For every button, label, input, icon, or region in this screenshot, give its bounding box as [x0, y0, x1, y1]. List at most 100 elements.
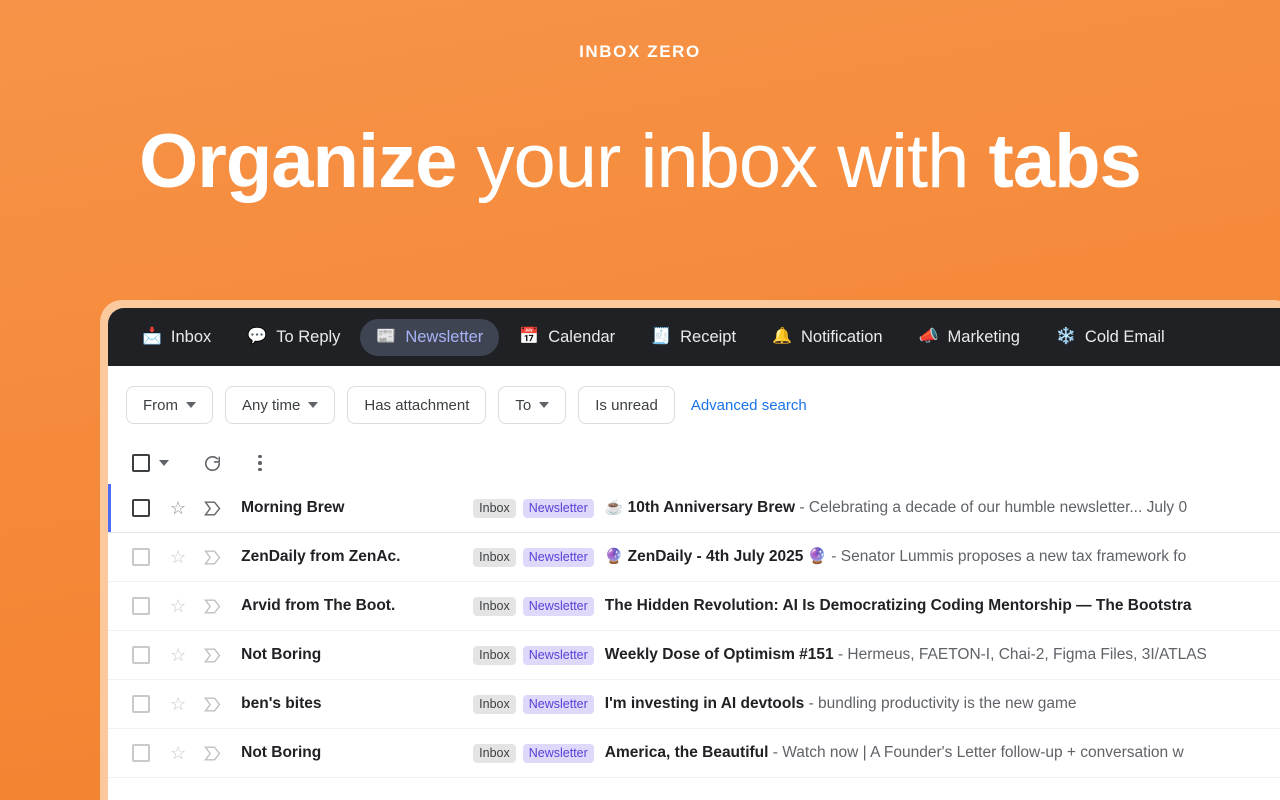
table-row[interactable]: ☆ ZenDaily from ZenAc. Inbox Newsletter 🔮 Ze… — [108, 533, 1280, 582]
browser-window-frame: 📩 Inbox 💬 To Reply 📰 Newsletter 📅 Calendar 🧾 Rece… — [100, 300, 1280, 800]
email-list: ☆ Morning Brew Inbox Newsletter ☕ 10th Anniv… — [108, 484, 1280, 778]
status-badge[interactable]: Newsletter — [522, 743, 594, 763]
subject-cell: The Hidden Revolution: AI Is Democratizi… — [605, 596, 1280, 616]
sender-name: Morning Brew — [241, 499, 345, 516]
filter-chip-any-time[interactable]: Any time — [225, 386, 336, 424]
row-checkbox[interactable] — [132, 744, 150, 762]
important-marker-icon[interactable] — [204, 648, 221, 663]
hero-section: INBOX ZERO Organize your inbox with tabs — [0, 0, 1280, 300]
sender-name: Not Boring — [241, 646, 322, 663]
tab-notification[interactable]: 🔔 Notification — [756, 319, 899, 356]
table-row[interactable]: ☆ ben's bites Inbox Newsletter I'm investing… — [108, 680, 1280, 729]
label-group: Inbox Newsletter — [473, 694, 594, 714]
snippet-text: - Senator Lummis proposes a new tax fram… — [826, 548, 1187, 565]
tab-inbox[interactable]: 📩 Inbox — [126, 319, 227, 356]
subject-text: ZenDaily - 4th July 2025 🔮 — [627, 548, 827, 565]
tab-label: Marketing — [947, 327, 1020, 346]
subject-emoji-icon: 🔮 — [604, 548, 628, 565]
snippet-text: - Celebrating a decade of our humble new… — [795, 499, 1188, 516]
subject-cell: ☕ 10th Anniversary Brew - Celebrating a … — [605, 498, 1280, 518]
status-badge[interactable]: Newsletter — [522, 498, 594, 518]
row-checkbox[interactable] — [132, 646, 150, 664]
status-badge[interactable]: Newsletter — [522, 694, 594, 714]
bell-icon: 🔔 — [772, 328, 792, 345]
receipt-icon: 🧾 — [651, 328, 672, 345]
filter-chip-is-unread[interactable]: Is unread — [578, 386, 675, 424]
tab-bar: 📩 Inbox 💬 To Reply 📰 Newsletter 📅 Calendar 🧾 Rece… — [108, 308, 1280, 366]
subject-text: Weekly Dose of Optimism #151 — [604, 646, 834, 663]
important-marker-icon[interactable] — [204, 501, 221, 516]
star-icon[interactable]: ☆ — [170, 498, 187, 518]
row-checkbox[interactable] — [132, 548, 150, 566]
subject-text: I'm investing in AI devtools — [604, 695, 805, 712]
status-badge[interactable]: Newsletter — [522, 547, 594, 567]
select-all-dropdown-icon[interactable] — [159, 460, 169, 466]
row-checkbox[interactable] — [132, 695, 150, 713]
select-all-checkbox[interactable] — [132, 454, 150, 472]
label-group: Inbox Newsletter — [473, 498, 594, 518]
newspaper-icon: 📰 — [376, 328, 397, 345]
filter-chip-to[interactable]: To — [498, 386, 567, 424]
table-row[interactable]: ☆ Not Boring Inbox Newsletter Weekly Dose of… — [108, 631, 1280, 680]
star-icon[interactable]: ☆ — [170, 547, 187, 567]
megaphone-icon: 📣 — [918, 328, 939, 345]
tab-newsletter[interactable]: 📰 Newsletter — [360, 318, 500, 356]
important-marker-icon[interactable] — [204, 599, 221, 614]
tab-calendar[interactable]: 📅 Calendar — [503, 319, 631, 356]
tab-label: Cold Email — [1084, 327, 1165, 346]
table-row[interactable]: ☆ Arvid from The Boot. Inbox Newsletter The … — [108, 582, 1280, 631]
filter-chip-label: To — [515, 396, 532, 414]
chevron-down-icon — [539, 402, 550, 408]
label-group: Inbox Newsletter — [473, 596, 594, 616]
status-badge[interactable]: Inbox — [473, 596, 516, 616]
headline-bold-first: Organize — [139, 119, 457, 204]
status-badge[interactable]: Newsletter — [522, 645, 594, 665]
important-marker-icon[interactable] — [204, 550, 221, 565]
table-row[interactable]: ☆ Morning Brew Inbox Newsletter ☕ 10th Anniv… — [108, 484, 1280, 533]
subject-text: 10th Anniversary Brew — [627, 499, 796, 516]
sender-name: ZenDaily from ZenAc. — [241, 548, 401, 565]
star-icon[interactable]: ☆ — [170, 694, 187, 714]
chevron-down-icon — [308, 402, 319, 408]
snowflake-icon: ❄️ — [1055, 328, 1076, 345]
more-vertical-icon[interactable] — [258, 454, 262, 472]
table-row[interactable]: ☆ Not Boring Inbox Newsletter America, the B… — [108, 729, 1280, 778]
status-badge[interactable]: Inbox — [473, 547, 516, 567]
filter-chip-has-attachment[interactable]: Has attachment — [347, 386, 487, 424]
filter-chip-label: Is unread — [595, 396, 658, 414]
star-icon[interactable]: ☆ — [170, 645, 187, 665]
tab-to-reply[interactable]: 💬 To Reply — [231, 319, 356, 356]
row-checkbox[interactable] — [132, 597, 150, 615]
tab-label: Newsletter — [405, 327, 484, 346]
status-badge[interactable]: Inbox — [473, 694, 516, 714]
headline-light: your inbox with — [456, 119, 989, 204]
label-group: Inbox Newsletter — [473, 645, 594, 665]
tab-label: To Reply — [276, 327, 341, 346]
sender-name: Not Boring — [241, 744, 322, 761]
tab-receipt[interactable]: 🧾 Receipt — [635, 319, 752, 356]
row-checkbox[interactable] — [132, 499, 150, 517]
status-badge[interactable]: Inbox — [473, 743, 516, 763]
tab-cold-email[interactable]: ❄️ Cold Email — [1040, 319, 1181, 356]
snippet-text: - bundling productivity is the new game — [804, 695, 1077, 712]
eyebrow-label: INBOX ZERO — [579, 42, 701, 61]
important-marker-icon[interactable] — [204, 746, 221, 761]
filter-chip-label: Any time — [242, 396, 301, 414]
important-marker-icon[interactable] — [204, 697, 221, 712]
snippet-text: - Hermeus, FAETON-I, Chai-2, Figma Files… — [833, 646, 1207, 663]
status-badge[interactable]: Inbox — [473, 645, 516, 665]
advanced-search-link[interactable]: Advanced search — [690, 396, 807, 414]
page-title: Organize your inbox with tabs — [0, 120, 1280, 204]
refresh-icon[interactable] — [203, 454, 222, 473]
inbox-tray-icon: 📩 — [142, 328, 162, 345]
status-badge[interactable]: Inbox — [473, 498, 516, 518]
calendar-icon: 📅 — [519, 328, 540, 345]
label-group: Inbox Newsletter — [473, 743, 594, 763]
filter-chip-from[interactable]: From — [126, 386, 213, 424]
star-icon[interactable]: ☆ — [170, 743, 187, 763]
status-badge[interactable]: Newsletter — [522, 596, 594, 616]
star-icon[interactable]: ☆ — [170, 596, 187, 616]
subject-cell: America, the Beautiful - Watch now | A F… — [605, 743, 1280, 763]
tab-marketing[interactable]: 📣 Marketing — [903, 319, 1036, 356]
tab-label: Calendar — [548, 327, 616, 346]
